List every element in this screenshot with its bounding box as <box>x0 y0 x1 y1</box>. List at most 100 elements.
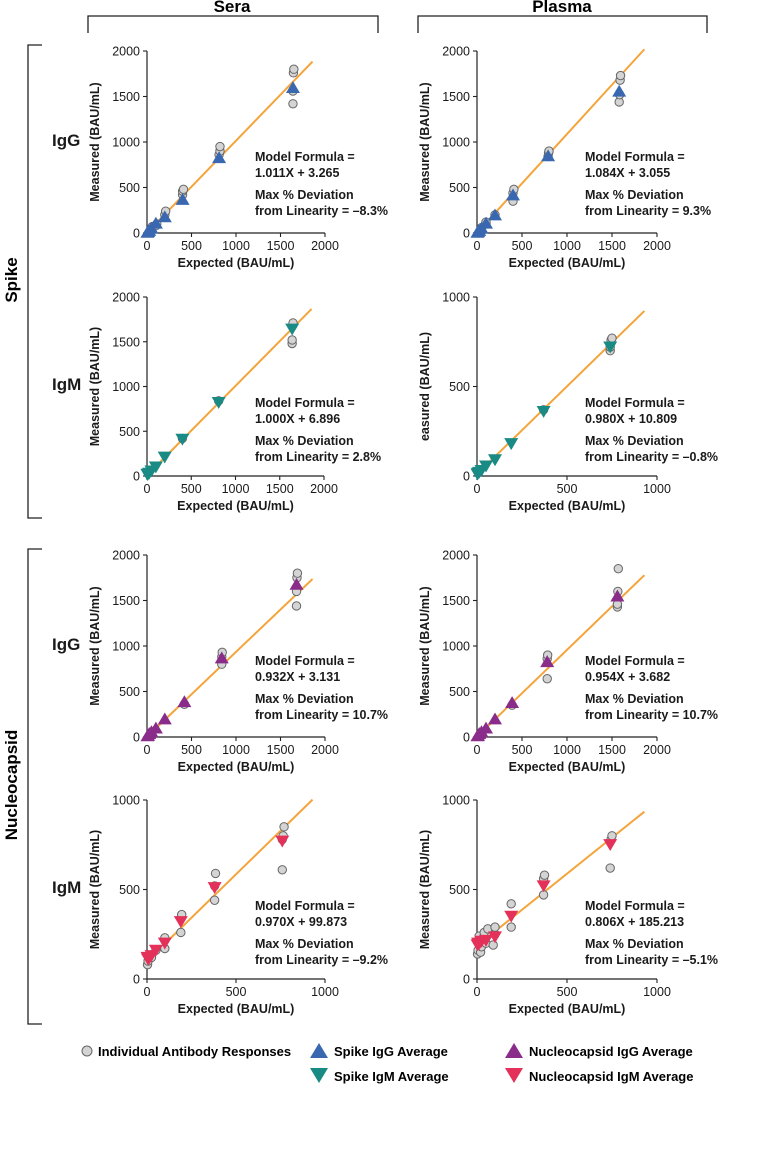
average-marker <box>148 721 163 734</box>
average-marker <box>275 835 290 848</box>
y-tick-label: 500 <box>449 883 470 897</box>
average-marker <box>479 934 493 947</box>
row-title-spike: Spike <box>2 257 21 302</box>
average-marker <box>175 433 190 446</box>
model-annotation-line: from Linearity = –9.2% <box>255 953 388 967</box>
x-tick-label: 0 <box>144 482 151 496</box>
x-tick-label: 500 <box>181 239 202 253</box>
legend-marker-spike-igg <box>310 1043 328 1058</box>
average-marker <box>289 577 304 590</box>
y-tick-label: 2000 <box>112 45 140 59</box>
x-tick-label: 0 <box>144 239 151 253</box>
panel-plasma-spike-igg: 0 500 1000 1500 2000 0 500 1000 1500 2000 Expected… <box>418 45 711 271</box>
y-axis-label: Measured (BAU/mL) <box>88 327 102 446</box>
model-annotation-line: from Linearity = 10.7% <box>255 708 388 722</box>
individual-point <box>488 940 498 950</box>
model-annotation-line: Model Formula = <box>585 899 685 913</box>
row-group-spike: Spike <box>2 44 42 519</box>
average-marker <box>504 438 519 451</box>
legend-label-individual: Individual Antibody Responses <box>98 1044 291 1059</box>
y-axis-label: Measured (BAU/mL) <box>88 586 102 705</box>
average-marker <box>479 460 493 473</box>
x-axis-label: Expected (BAU/mL) <box>178 1002 295 1016</box>
x-tick-label: 0 <box>474 985 481 999</box>
model-annotation-line: 0.970X + 99.873 <box>255 915 347 929</box>
x-tick-label: 0 <box>144 985 151 999</box>
model-annotation-line: 0.980X + 10.809 <box>585 412 677 426</box>
regression-line <box>146 308 313 477</box>
average-marker <box>610 589 625 602</box>
y-tick-label: 0 <box>133 731 140 745</box>
individual-point <box>615 70 626 81</box>
individual-point <box>291 601 302 611</box>
panel-plasma-nucleocapsid-igg: 0 500 1000 1500 2000 0 500 1000 1500 2000 Expected… <box>418 549 718 775</box>
legend-label-spike-igg: Spike IgG Average <box>334 1044 448 1059</box>
model-annotation-line: Model Formula = <box>255 899 355 913</box>
y-tick-label: 2000 <box>442 549 470 563</box>
panel-plasma-nucleocapsid-igm: 0 500 1000 0 500 1000 Expected (BAU/mL) Measure… <box>418 794 718 1017</box>
model-annotation-line: 1.000X + 6.896 <box>255 412 340 426</box>
y-tick-label: 2000 <box>112 291 140 305</box>
model-annotation-line: Model Formula = <box>255 654 355 668</box>
model-annotation-line: from Linearity = –0.8% <box>585 450 718 464</box>
x-tick-label: 1000 <box>222 743 250 757</box>
model-annotation-line: Max % Deviation <box>585 188 684 202</box>
individual-point <box>176 927 186 938</box>
row-bracket-spike <box>27 44 42 519</box>
x-tick-label: 0 <box>474 482 481 496</box>
y-tick-label: 1500 <box>442 90 470 104</box>
row-label-igm: IgM <box>52 878 81 897</box>
y-tick-label: 1500 <box>112 594 140 608</box>
model-annotation-line: from Linearity = 9.3% <box>585 204 711 218</box>
x-tick-label: 500 <box>557 482 578 496</box>
y-tick-label: 1000 <box>112 380 140 394</box>
average-marker <box>541 149 556 162</box>
y-axis-label: Measured (BAU/mL) <box>88 82 102 201</box>
individual-point <box>209 895 220 905</box>
legend-item-spike-igg: Spike IgG Average <box>310 1043 448 1059</box>
x-tick-label: 0 <box>474 743 481 757</box>
model-annotation-line: Max % Deviation <box>585 692 684 706</box>
model-annotation-line: Max % Deviation <box>585 434 684 448</box>
y-tick-label: 2000 <box>112 549 140 563</box>
y-tick-label: 1500 <box>112 335 140 349</box>
y-tick-label: 0 <box>463 731 470 745</box>
x-tick-label: 500 <box>181 482 202 496</box>
y-tick-label: 500 <box>449 380 470 394</box>
y-tick-label: 1000 <box>442 640 470 654</box>
individual-point <box>542 674 552 684</box>
x-tick-label: 1000 <box>222 239 250 253</box>
regression-line <box>146 60 314 234</box>
y-tick-label: 0 <box>463 227 470 241</box>
average-marker <box>211 397 226 409</box>
column-header-sera: Sera <box>87 0 379 33</box>
model-annotation-line: Model Formula = <box>255 396 355 410</box>
model-annotation-line: 0.932X + 3.131 <box>255 670 340 684</box>
legend-label-nucleocapsid-igm: Nucleocapsid IgM Average <box>529 1069 693 1084</box>
individual-point <box>605 863 615 873</box>
row-group-nucleocapsid: Nucleocapsid <box>2 548 42 1025</box>
model-annotation-line: 1.084X + 3.055 <box>585 166 670 180</box>
x-axis-label: Expected (BAU/mL) <box>177 499 294 513</box>
average-marker <box>148 461 163 474</box>
model-annotation-line: 0.954X + 3.682 <box>585 670 670 684</box>
average-marker <box>488 931 502 944</box>
model-annotation-line: 0.806X + 185.213 <box>585 915 684 929</box>
model-annotation-line: Max % Deviation <box>255 188 354 202</box>
y-tick-label: 500 <box>119 181 140 195</box>
y-axis-label: easured (BAU/mL) <box>418 332 432 441</box>
legend-item-nucleocapsid-igg: Nucleocapsid IgG Average <box>505 1043 693 1059</box>
x-tick-label: 2000 <box>643 743 671 757</box>
individual-point <box>292 568 303 578</box>
individual-point <box>289 64 299 74</box>
y-tick-label: 1500 <box>442 594 470 608</box>
x-tick-label: 500 <box>181 743 202 757</box>
average-marker <box>536 880 551 893</box>
y-tick-label: 1000 <box>112 794 140 808</box>
x-tick-label: 500 <box>512 743 533 757</box>
x-tick-label: 1500 <box>598 743 626 757</box>
legend-marker-nucleocapsid-igg <box>505 1043 523 1058</box>
y-tick-label: 500 <box>449 181 470 195</box>
model-annotation-line: from Linearity = 2.8% <box>255 450 381 464</box>
individual-point <box>490 922 500 932</box>
